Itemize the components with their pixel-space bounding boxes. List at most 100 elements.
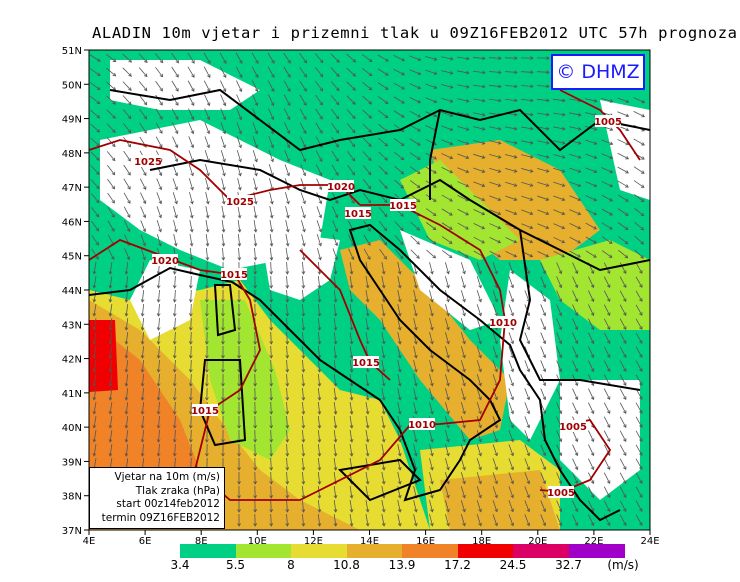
- wind-arrow: [156, 192, 162, 204]
- wind-arrow: [302, 387, 304, 401]
- wind-arrow: [155, 122, 163, 134]
- wind-arrow: [457, 125, 469, 131]
- wind-arrow: [125, 415, 129, 429]
- wind-arrow: [106, 165, 116, 175]
- wind-arrow: [220, 108, 226, 120]
- wind-arrow: [445, 318, 449, 330]
- wind-arrow: [553, 250, 565, 258]
- wind-arrow: [377, 82, 389, 90]
- wind-arrow: [139, 122, 147, 134]
- wind-arrow: [457, 250, 469, 258]
- wind-arrow: [619, 304, 627, 316]
- wind-arrow: [492, 290, 498, 302]
- wind-arrow: [346, 123, 356, 133]
- wind-arrow: [188, 136, 194, 148]
- wind-arrow: [381, 388, 385, 400]
- wind-arrow: [473, 222, 485, 230]
- wind-arrow: [460, 262, 466, 274]
- wind-arrow: [286, 401, 288, 415]
- wind-arrow: [508, 430, 514, 442]
- isobar-label: 1020: [151, 256, 179, 267]
- wind-arrow: [317, 443, 321, 457]
- wind-arrow: [429, 514, 433, 526]
- wind-arrow: [473, 84, 485, 88]
- wind-arrow: [460, 290, 466, 302]
- wind-arrow: [508, 472, 514, 484]
- wind-arrow: [349, 346, 353, 358]
- wind-arrow: [302, 401, 304, 415]
- wind-arrow: [457, 167, 469, 173]
- wind-arrow: [460, 374, 466, 386]
- lon-label: 6E: [139, 536, 152, 547]
- wind-arrow: [601, 208, 613, 216]
- wind-arrow: [521, 237, 533, 243]
- wind-arrow: [508, 374, 514, 386]
- wind-arrow: [394, 179, 404, 189]
- wind-arrow: [429, 290, 433, 302]
- wind-arrow: [158, 317, 160, 331]
- wind-arrow: [141, 289, 145, 303]
- wind-arrow: [236, 136, 242, 148]
- wind-arrow: [221, 164, 225, 176]
- wind-arrow: [93, 290, 97, 302]
- wind-arrow: [187, 66, 195, 78]
- wind-arrow: [286, 359, 288, 373]
- wind-arrow: [349, 262, 353, 274]
- wind-arrow: [171, 122, 179, 134]
- wind-arrow: [540, 444, 546, 456]
- wind-arrow: [139, 108, 147, 120]
- wind-arrow: [381, 332, 385, 344]
- wind-arrow: [537, 251, 549, 257]
- wind-arrow: [220, 136, 226, 148]
- lat-label: 38N: [62, 492, 82, 503]
- wind-arrow: [553, 126, 565, 130]
- wind-arrow: [270, 443, 272, 457]
- wind-arrow: [158, 415, 160, 429]
- wind-arrow: [634, 249, 644, 259]
- wind-arrow: [508, 500, 514, 512]
- wind-arrow: [286, 471, 288, 485]
- wind-arrow: [90, 137, 100, 147]
- wind-arrow: [473, 112, 485, 116]
- wind-arrow: [521, 181, 533, 187]
- wind-arrow: [508, 402, 514, 414]
- wind-arrow: [125, 331, 129, 345]
- wind-arrow: [346, 67, 356, 77]
- wind-arrow: [317, 275, 321, 289]
- wind-arrow: [89, 68, 101, 76]
- wind-arrow: [349, 304, 353, 316]
- wind-arrow: [603, 402, 611, 414]
- wind-arrow: [445, 276, 449, 288]
- wind-arrow: [220, 94, 226, 106]
- wind-arrow: [365, 458, 369, 470]
- axis-ticks: 51N 50N 49N 48N 47N 46N 45N 44N 43N 42N 41N 40N 39N 3…: [62, 46, 660, 547]
- wind-arrow: [107, 206, 115, 218]
- wind-arrow: [268, 108, 274, 120]
- wind-arrow: [603, 444, 611, 456]
- isobar-labels: 1025 1025 1020 1020 1015 1015 1015 1015 1015 1010…: [134, 115, 622, 499]
- wind-arrow: [154, 53, 164, 63]
- wind-arrow: [349, 514, 353, 526]
- wind-arrow: [393, 82, 405, 90]
- wind-arrow: [601, 139, 613, 145]
- wind-arrow: [252, 136, 258, 148]
- wind-arrow: [476, 416, 482, 428]
- lat-label: 42N: [62, 355, 82, 366]
- wind-arrow: [619, 262, 627, 274]
- wind-arrow: [270, 373, 272, 387]
- wind-arrow: [122, 95, 132, 105]
- lat-label: 37N: [62, 526, 82, 537]
- wind-arrow: [141, 443, 145, 457]
- wind-arrow: [379, 234, 387, 246]
- wind-arrow: [333, 513, 337, 527]
- wind-arrow: [346, 109, 356, 119]
- wind-arrow: [299, 122, 307, 134]
- wind-arrow: [171, 80, 179, 92]
- wind-arrow: [188, 108, 194, 120]
- wind-arrow: [286, 275, 288, 289]
- wind-arrow: [204, 164, 210, 176]
- wind-arrow: [393, 96, 405, 104]
- wind-arrow: [302, 303, 304, 317]
- wind-arrow: [409, 83, 421, 89]
- wind-arrow: [204, 122, 210, 134]
